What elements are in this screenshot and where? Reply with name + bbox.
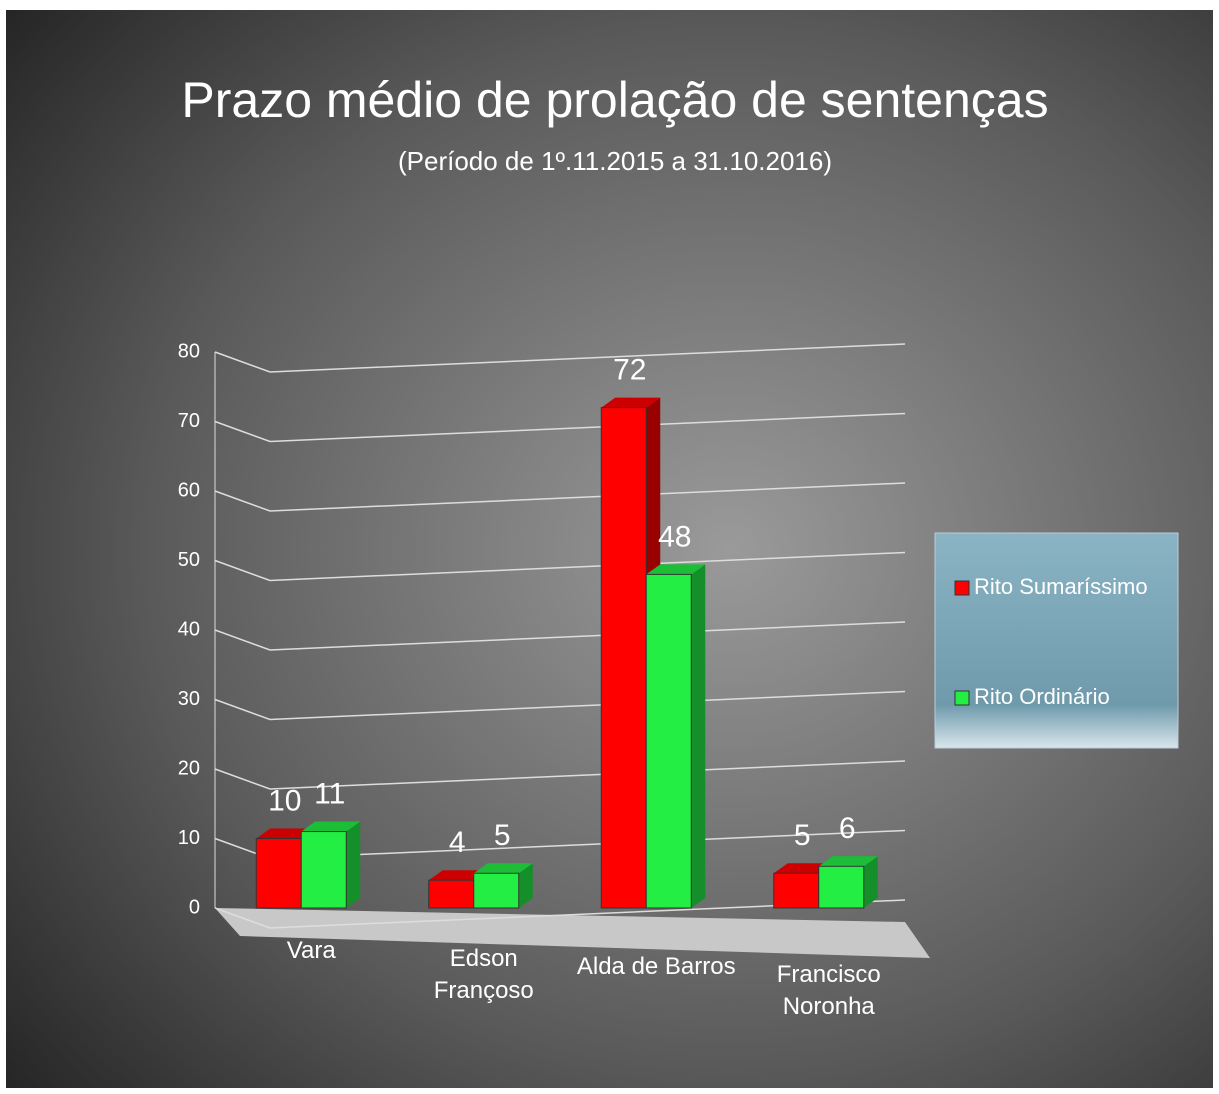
- data-label: 48: [658, 520, 691, 553]
- y-tick-label: 60: [178, 479, 200, 501]
- bar-top: [473, 863, 533, 874]
- chart-subtitle: (Período de 1º.11.2015 a 31.10.2016): [398, 146, 832, 176]
- y-tick-label: 50: [178, 549, 200, 571]
- bar-top: [428, 870, 488, 881]
- bar-side: [863, 856, 878, 908]
- data-label: 10: [268, 784, 301, 817]
- x-tick-label: Francisco Noronha: [776, 961, 881, 1020]
- grid-line: [214, 551, 906, 582]
- bar-side: [691, 564, 706, 908]
- bar-top: [301, 821, 361, 832]
- bar: [773, 872, 820, 909]
- legend-swatch: [954, 690, 970, 706]
- data-label: 6: [839, 812, 856, 845]
- bar-top: [773, 863, 833, 874]
- x-tick-label: Edson Françoso: [433, 945, 534, 1004]
- x-tick-label: Alda de Barros: [576, 953, 736, 980]
- y-tick-label: 40: [178, 618, 200, 640]
- bar: [473, 872, 520, 909]
- y-tick-label: 20: [178, 757, 200, 779]
- bar: [600, 407, 647, 909]
- x-tick-label: Vara: [286, 937, 336, 964]
- grid-line: [214, 343, 906, 373]
- bar-side: [518, 863, 533, 908]
- bar-top: [646, 564, 706, 575]
- bar-top: [256, 828, 316, 839]
- floor: [215, 908, 930, 958]
- legend-label: Rito Sumaríssimo: [974, 574, 1148, 599]
- chart-title: Prazo médio de prolação de sentenças: [181, 72, 1048, 128]
- bar: [818, 865, 865, 909]
- bar-side: [346, 821, 361, 908]
- data-label: 11: [314, 777, 345, 810]
- y-tick-label: 70: [178, 410, 200, 432]
- grid-line: [214, 482, 906, 512]
- legend-swatch: [954, 580, 970, 596]
- data-label: 5: [794, 819, 811, 852]
- grid-line: [214, 899, 906, 929]
- bar-top: [818, 856, 878, 867]
- bar: [300, 831, 347, 909]
- y-tick-label: 30: [178, 688, 200, 710]
- legend: [934, 532, 1179, 749]
- y-tick-label: 0: [189, 896, 200, 918]
- y-tick-label: 10: [178, 827, 200, 849]
- data-label: 5: [494, 819, 511, 852]
- data-label: 72: [613, 354, 646, 387]
- bar: [428, 879, 475, 909]
- data-label: 4: [449, 826, 466, 859]
- legend-label: Rito Ordinário: [974, 684, 1110, 709]
- bar: [255, 838, 302, 909]
- bar-top: [601, 397, 661, 408]
- bar: [645, 573, 692, 909]
- y-tick-label: 80: [178, 340, 200, 362]
- grid-line: [214, 412, 906, 443]
